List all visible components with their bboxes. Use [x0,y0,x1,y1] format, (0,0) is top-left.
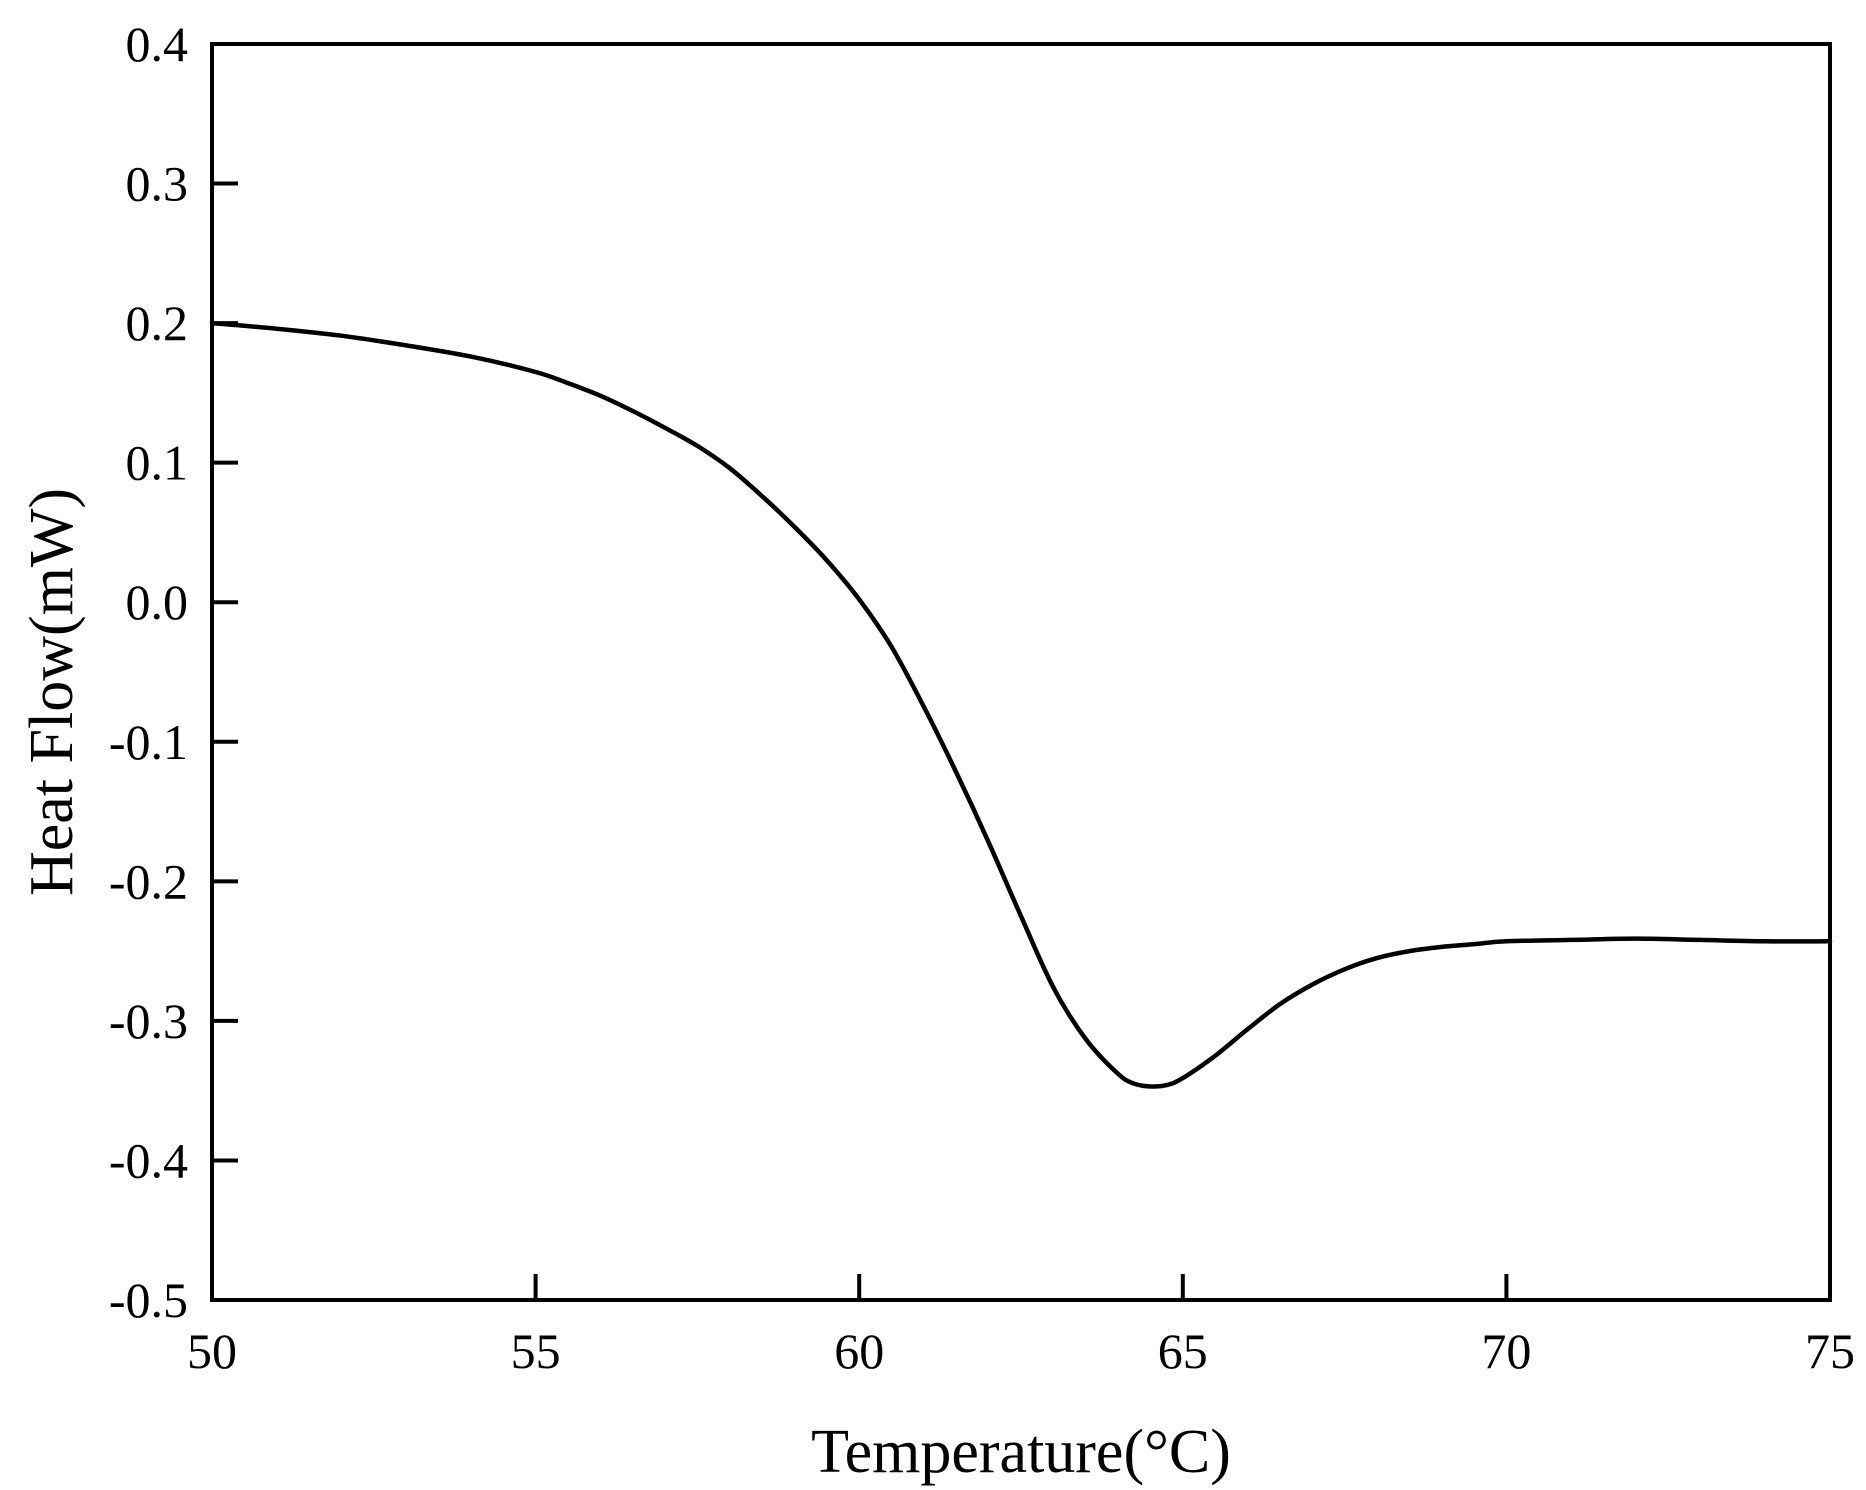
y-tick-label: 0.4 [126,16,189,72]
x-axis-title: Temperature(°C) [811,1418,1231,1486]
x-tick-label: 55 [511,1323,561,1379]
y-tick-label: -0.5 [109,1272,188,1328]
y-tick-label: 0.0 [126,574,189,630]
x-tick-label: 60 [834,1323,884,1379]
y-tick-label: 0.3 [126,156,189,212]
y-tick-label: -0.3 [109,993,188,1049]
plot-frame [210,42,1832,1302]
y-tick-label: -0.1 [109,714,188,770]
x-tick-label: 75 [1805,1323,1855,1379]
x-tick-label: 50 [187,1323,237,1379]
x-tick-label: 65 [1158,1323,1208,1379]
y-tick-label: 0.2 [126,295,189,351]
x-tick-label: 70 [1481,1323,1531,1379]
y-axis-ticks: -0.5 -0.4 -0.3 -0.2 -0.1 0.0 0.1 0.2 0.3 0.4 [109,16,238,1328]
series-line [209,320,1833,1089]
y-axis-title: Heat Flow(mW) [18,488,86,896]
x-axis-ticks: 50 55 60 65 70 75 [187,1274,1855,1379]
y-tick-label: -0.2 [109,853,188,909]
y-tick-label: 0.1 [126,435,189,491]
y-tick-label: -0.4 [109,1132,188,1188]
